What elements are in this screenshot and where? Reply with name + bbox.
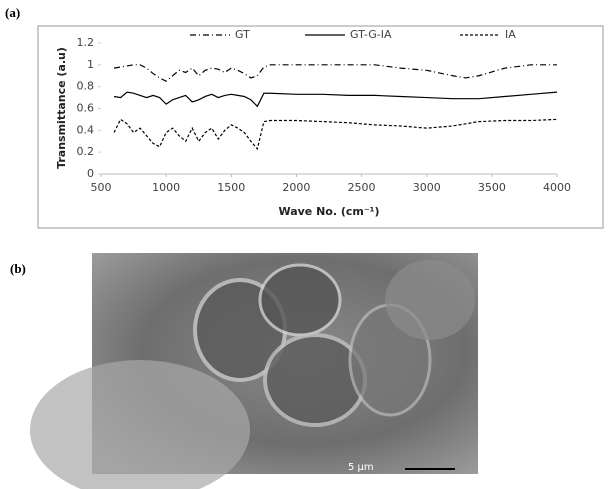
legend-label: GT	[235, 28, 250, 41]
legend-label: IA	[505, 28, 516, 41]
sem-image	[30, 253, 478, 489]
x-axis-title: Wave No. (cm⁻¹)	[278, 205, 379, 218]
x-tick-label: 2000	[282, 181, 310, 194]
y-tick-label: 0	[87, 167, 94, 180]
y-axis-title: Transmittance (a.u)	[55, 47, 68, 169]
y-tick-label: 0.2	[77, 145, 95, 158]
legend-label: GT-G-IA	[350, 28, 392, 41]
y-tick-label: 0.4	[77, 123, 95, 136]
y-tick-label: 1.2	[77, 36, 95, 49]
y-tick-label: 1	[87, 58, 94, 71]
x-tick-label: 1500	[217, 181, 245, 194]
x-tick-label: 3000	[413, 181, 441, 194]
data-line	[113, 118, 558, 151]
x-tick-label: 3500	[478, 181, 506, 194]
scale-bar-label: 5 µm	[348, 462, 374, 473]
chart-frame	[37, 25, 604, 229]
panel-label: (a)	[5, 5, 20, 20]
y-tick-label: 0.8	[77, 80, 95, 93]
x-tick-label: 4000	[543, 181, 571, 194]
x-tick-label: 500	[91, 181, 112, 194]
panel-label: (b)	[10, 261, 26, 276]
data-line	[113, 64, 557, 82]
x-tick-label: 2500	[348, 181, 376, 194]
x-tick-label: 1000	[152, 181, 180, 194]
data-line	[113, 91, 558, 108]
y-tick-label: 0.6	[77, 102, 95, 115]
